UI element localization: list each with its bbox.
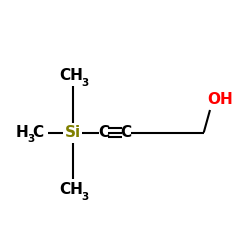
Text: CH: CH bbox=[59, 182, 83, 198]
Text: C: C bbox=[98, 125, 109, 140]
Text: C: C bbox=[33, 125, 44, 140]
Text: OH: OH bbox=[207, 92, 233, 108]
Text: H: H bbox=[16, 125, 28, 140]
Text: C: C bbox=[121, 125, 132, 140]
Text: 3: 3 bbox=[27, 134, 34, 144]
Text: CH: CH bbox=[59, 68, 83, 82]
Text: Si: Si bbox=[64, 125, 80, 140]
Text: 3: 3 bbox=[81, 192, 88, 202]
Text: 3: 3 bbox=[81, 78, 88, 88]
